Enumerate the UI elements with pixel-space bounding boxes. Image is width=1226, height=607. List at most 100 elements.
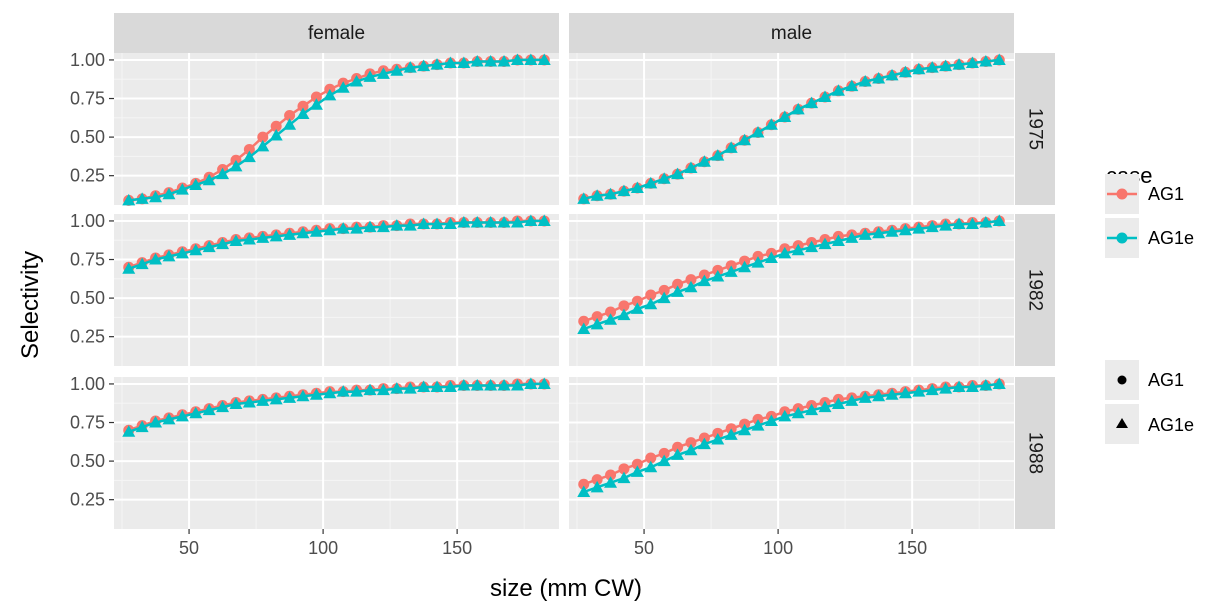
point-ag1e [524, 377, 538, 389]
series-ag1e-male-1975 [577, 53, 1006, 204]
legend: case AG1 AG1e AG1 AG1e [1105, 163, 1194, 444]
x-tick-label: 50 [179, 538, 199, 558]
point-ag1e [350, 222, 364, 234]
point-ag1e [912, 62, 926, 75]
point-ag1e [992, 53, 1006, 65]
panel-background [569, 53, 1014, 205]
point-ag1e [497, 54, 511, 67]
point-ag1 [310, 91, 322, 103]
panel-female-1975 [114, 53, 559, 206]
y-tick-label: 0.50 [70, 127, 105, 147]
y-tick-label: 1.00 [70, 374, 105, 394]
point-ag1e [671, 448, 685, 460]
point-ag1e [738, 423, 752, 436]
point-ag1e [965, 380, 979, 393]
panels-layer: female male 1975 1982 1988 [114, 13, 1055, 529]
point-ag1e [845, 394, 859, 406]
point-ag1e [443, 217, 457, 230]
point-ag1e [657, 291, 671, 304]
point-ag1e [470, 378, 484, 391]
point-ag1e [202, 173, 216, 186]
panel-background [114, 214, 559, 366]
point-ag1e [711, 269, 725, 282]
point-ag1e [684, 443, 698, 456]
point-ag1 [578, 315, 590, 327]
point-ag1e [443, 56, 457, 69]
point-ag1e [831, 397, 845, 410]
point-ag1e [778, 246, 792, 259]
point-ag1 [605, 469, 617, 481]
point-ag1e [242, 232, 256, 245]
point-ag1e [296, 389, 310, 402]
point-ag1e [805, 240, 819, 253]
point-ag1e [979, 215, 993, 228]
point-ag1e [189, 406, 203, 419]
point-ag1e [697, 437, 711, 450]
point-ag1e [925, 383, 939, 396]
point-ag1e [309, 388, 323, 400]
strip-label-male: male [771, 23, 812, 44]
point-ag1e [845, 79, 859, 92]
point-ag1 [658, 284, 670, 296]
y-tick-label: 0.25 [70, 490, 105, 510]
point-ag1e [149, 190, 163, 203]
point-ag1e [510, 378, 524, 391]
y-tick-label: 1.00 [70, 50, 105, 70]
point-ag1e [764, 118, 778, 130]
point-ag1e [484, 215, 498, 228]
series-ag1e-male-1988 [577, 377, 1006, 497]
panel-background [569, 377, 1014, 529]
point-ag1e [350, 385, 364, 397]
point-ag1 [618, 300, 630, 312]
point-ag1e [644, 176, 658, 189]
legend-shape-label-ag1: AG1 [1148, 370, 1184, 390]
legend-point-ag1 [1116, 188, 1128, 200]
x-tick-label: 150 [442, 538, 472, 558]
legend-shape-label-ag1e: AG1e [1148, 415, 1194, 435]
point-ag1e [497, 215, 511, 228]
point-ag1e [738, 260, 752, 273]
point-ag1e [390, 382, 404, 394]
point-ag1 [591, 474, 603, 486]
point-ag1e [296, 226, 310, 239]
point-ag1e [122, 262, 136, 274]
point-ag1e [791, 102, 805, 115]
point-ag1e [443, 380, 457, 393]
point-ag1e [216, 400, 230, 413]
point-ag1e [939, 382, 953, 394]
point-ag1e [403, 219, 417, 231]
y-tick-label: 0.25 [70, 166, 105, 186]
point-ag1 [243, 143, 255, 155]
point-ag1e [751, 125, 765, 138]
point-ag1e [135, 257, 149, 270]
point-ag1e [537, 53, 551, 65]
point-ag1e [242, 395, 256, 408]
point-ag1 [578, 478, 590, 490]
point-ag1e [309, 98, 323, 110]
legend-label-ag1: AG1 [1148, 184, 1184, 204]
panel-background [114, 377, 559, 529]
y-axis-title: Selectivity [17, 251, 44, 359]
y-tick-label: 0.75 [70, 250, 105, 270]
point-ag1e [229, 397, 243, 410]
point-ag1e [617, 308, 631, 321]
point-ag1e [617, 471, 631, 484]
point-ag1e [952, 380, 966, 393]
point-ag1e [644, 460, 658, 473]
point-ag1e [189, 178, 203, 190]
legend-label-ag1e: AG1e [1148, 228, 1194, 248]
point-ag1e [256, 139, 270, 152]
point-ag1e [497, 378, 511, 391]
point-ag1e [778, 110, 792, 123]
point-ag1e [457, 378, 471, 391]
point-ag1e [965, 217, 979, 230]
point-ag1 [270, 120, 282, 132]
point-ag1e [229, 159, 243, 172]
point-ag1e [363, 220, 377, 233]
legend-point-ag1e [1116, 232, 1128, 244]
point-ag1e [644, 297, 658, 310]
point-ag1e [336, 222, 350, 234]
point-ag1e [363, 383, 377, 396]
point-ag1e [630, 302, 644, 314]
point-ag1e [724, 265, 738, 277]
